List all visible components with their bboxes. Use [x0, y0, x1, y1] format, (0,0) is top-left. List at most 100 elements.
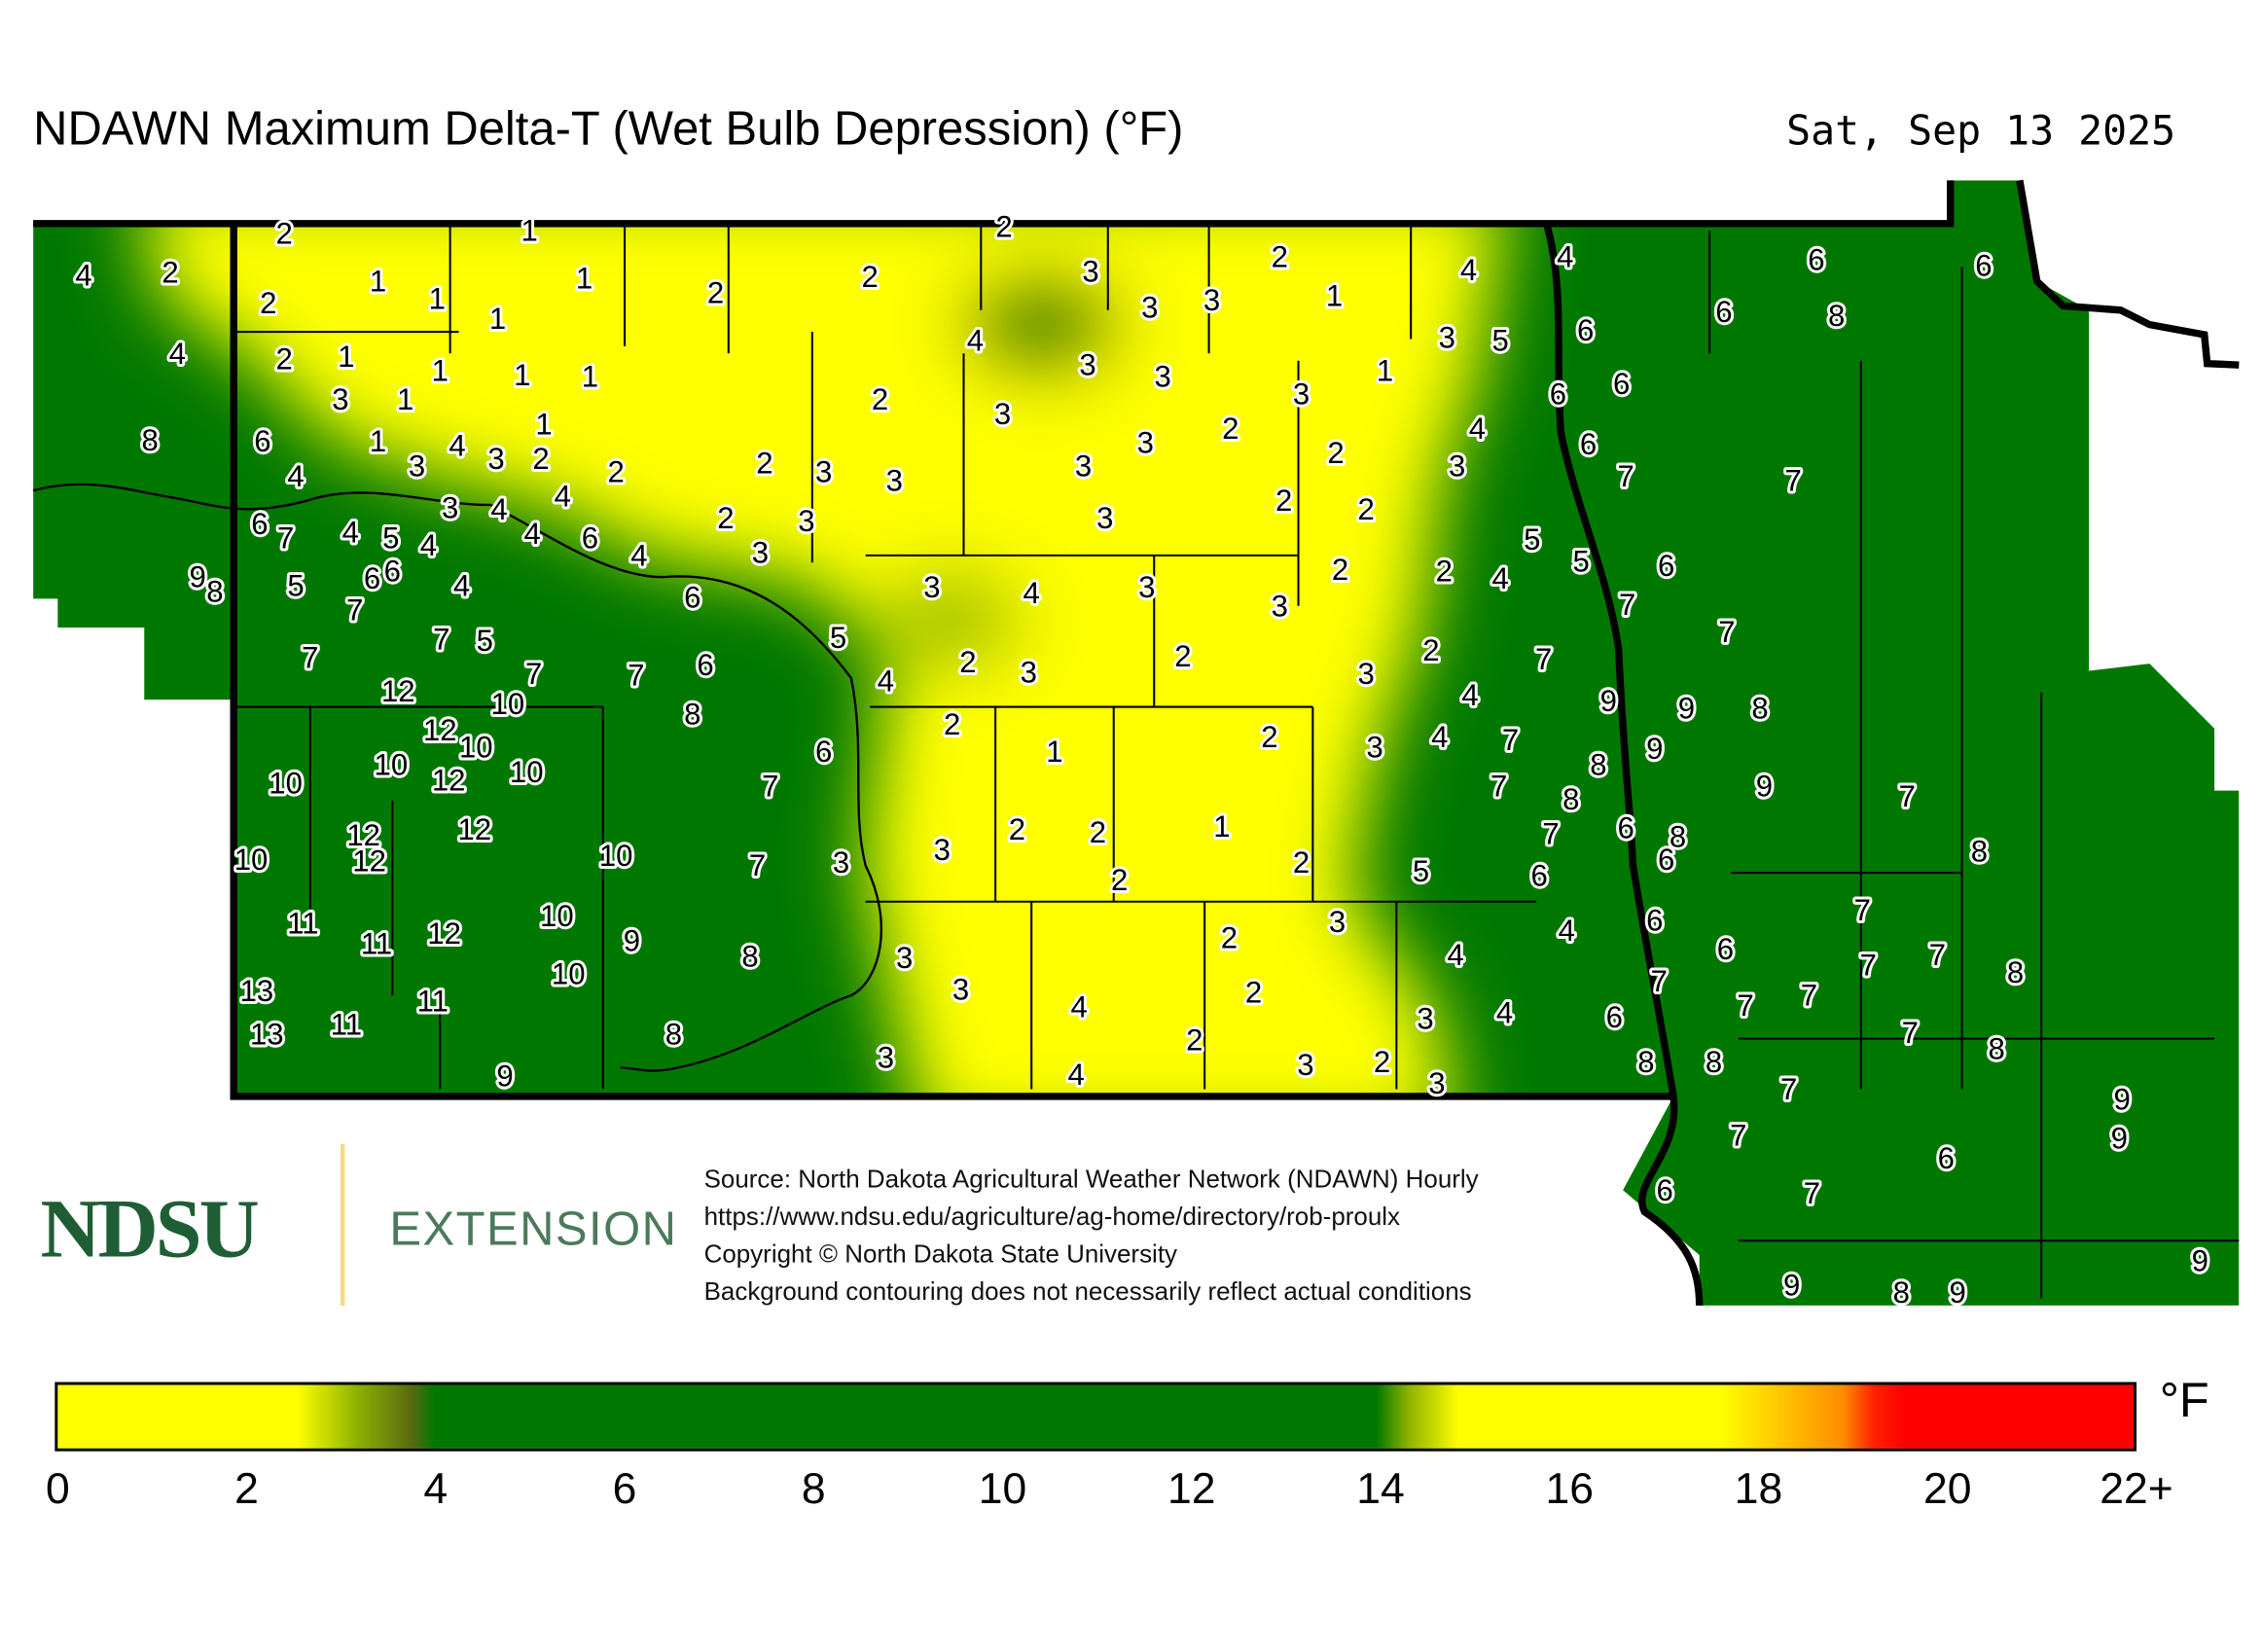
station-value: 7 [433, 622, 449, 656]
station-value: 6 [582, 521, 598, 556]
station-value: 6 [1717, 932, 1734, 966]
station-value: 10 [375, 747, 409, 781]
station-value: 9 [1646, 732, 1663, 766]
station-value: 8 [1828, 299, 1845, 333]
station-value: 6 [1580, 427, 1597, 461]
station-value: 2 [707, 276, 724, 310]
station-value: 3 [798, 504, 814, 538]
station-value: 5 [1413, 854, 1429, 888]
station-value: 4 [1023, 576, 1040, 610]
station-value: 9 [2192, 1243, 2208, 1277]
station-value: 7 [277, 521, 294, 556]
colorbar-tick-label: 6 [612, 1465, 637, 1514]
station-value: 4 [490, 492, 507, 526]
station-value: 1 [489, 302, 506, 336]
station-value: 8 [2007, 955, 2024, 989]
station-value: 12 [352, 844, 386, 879]
station-value: 8 [1893, 1275, 1910, 1310]
station-value: 7 [749, 848, 766, 882]
station-value: 8 [1637, 1045, 1654, 1079]
station-value: 2 [995, 209, 1012, 243]
station-value: 3 [1096, 501, 1113, 535]
station-value: 4 [449, 429, 465, 463]
station-value: 8 [1670, 820, 1686, 854]
station-value: 5 [287, 569, 304, 603]
station-value: 7 [1860, 948, 1877, 982]
station-value: 3 [1329, 905, 1346, 939]
station-value: 5 [1524, 522, 1540, 557]
station-value: 8 [741, 940, 758, 974]
station-value: 6 [251, 507, 268, 541]
colorbar-tick-label: 4 [423, 1465, 449, 1514]
station-value: 4 [453, 569, 470, 603]
map-date: Sat, Sep 13 2025 [1786, 106, 2176, 155]
colorbar-tick-label: 22+ [2100, 1465, 2173, 1514]
station-value: 1 [514, 358, 530, 392]
station-value: 7 [1738, 988, 1754, 1023]
station-value: 6 [364, 561, 380, 595]
station-value: 3 [896, 941, 913, 975]
colorbar-unit: °F [2159, 1373, 2209, 1428]
station-value: 4 [1447, 938, 1463, 972]
station-value: 2 [275, 342, 292, 377]
station-value: 1 [429, 281, 446, 315]
station-value: 3 [952, 973, 969, 1007]
station-value: 1 [1377, 354, 1393, 388]
colorbar-tick-label: 12 [1167, 1465, 1216, 1514]
station-value: 1 [370, 424, 386, 458]
station-value: 2 [260, 286, 276, 320]
station-value: 1 [1326, 278, 1343, 312]
station-value: 4 [1460, 253, 1477, 287]
station-value: 10 [552, 956, 586, 990]
station-value: 6 [1975, 248, 1992, 282]
station-value: 2 [1374, 1045, 1390, 1079]
colorbar-tick-label: 0 [45, 1465, 70, 1514]
station-value: 9 [624, 923, 640, 957]
station-value: 7 [1784, 463, 1801, 497]
station-value: 2 [275, 217, 292, 251]
station-value: 1 [1046, 735, 1062, 769]
station-value: 2 [1293, 845, 1310, 880]
station-value: 6 [1606, 1000, 1623, 1034]
station-value: 13 [250, 1018, 284, 1052]
station-value: 3 [1297, 1048, 1313, 1082]
station-value: 6 [1656, 1173, 1672, 1207]
station-value: 3 [923, 570, 940, 604]
station-value: 7 [1502, 723, 1519, 757]
station-value: 3 [442, 490, 458, 524]
station-value: 2 [1174, 639, 1191, 673]
station-value: 3 [1021, 655, 1037, 689]
station-value: 2 [1327, 436, 1344, 470]
station-value: 4 [420, 528, 437, 562]
station-value: 6 [1530, 859, 1547, 893]
station-value: 4 [878, 664, 894, 698]
station-value: 1 [370, 265, 386, 299]
station-value: 4 [1461, 678, 1478, 712]
station-value: 8 [1562, 782, 1579, 816]
station-value: 8 [684, 697, 700, 731]
station-value: 4 [1070, 989, 1087, 1024]
station-value: 2 [1009, 812, 1025, 846]
station-value: 3 [409, 449, 425, 483]
logo-divider [340, 1143, 345, 1306]
station-value: 6 [697, 648, 713, 682]
station-value: 3 [1137, 426, 1154, 460]
station-value: 2 [532, 442, 549, 476]
source-line: Source: North Dakota Agricultural Weathe… [703, 1164, 1479, 1194]
station-value: 4 [1557, 239, 1573, 273]
station-value: 7 [1780, 1072, 1797, 1106]
station-value: 2 [1358, 492, 1375, 526]
station-value: 4 [1491, 561, 1508, 595]
station-value: 7 [302, 641, 318, 675]
station-value: 8 [142, 423, 159, 457]
station-value: 6 [815, 735, 832, 769]
station-value: 7 [1902, 1016, 1919, 1050]
station-value: 11 [331, 1007, 362, 1041]
station-value: 2 [1222, 412, 1239, 446]
station-value: 7 [1929, 938, 1946, 972]
station-value: 3 [934, 833, 951, 867]
station-value: 8 [1590, 747, 1606, 781]
station-value: 7 [1801, 979, 1817, 1013]
station-value: 3 [487, 442, 504, 476]
